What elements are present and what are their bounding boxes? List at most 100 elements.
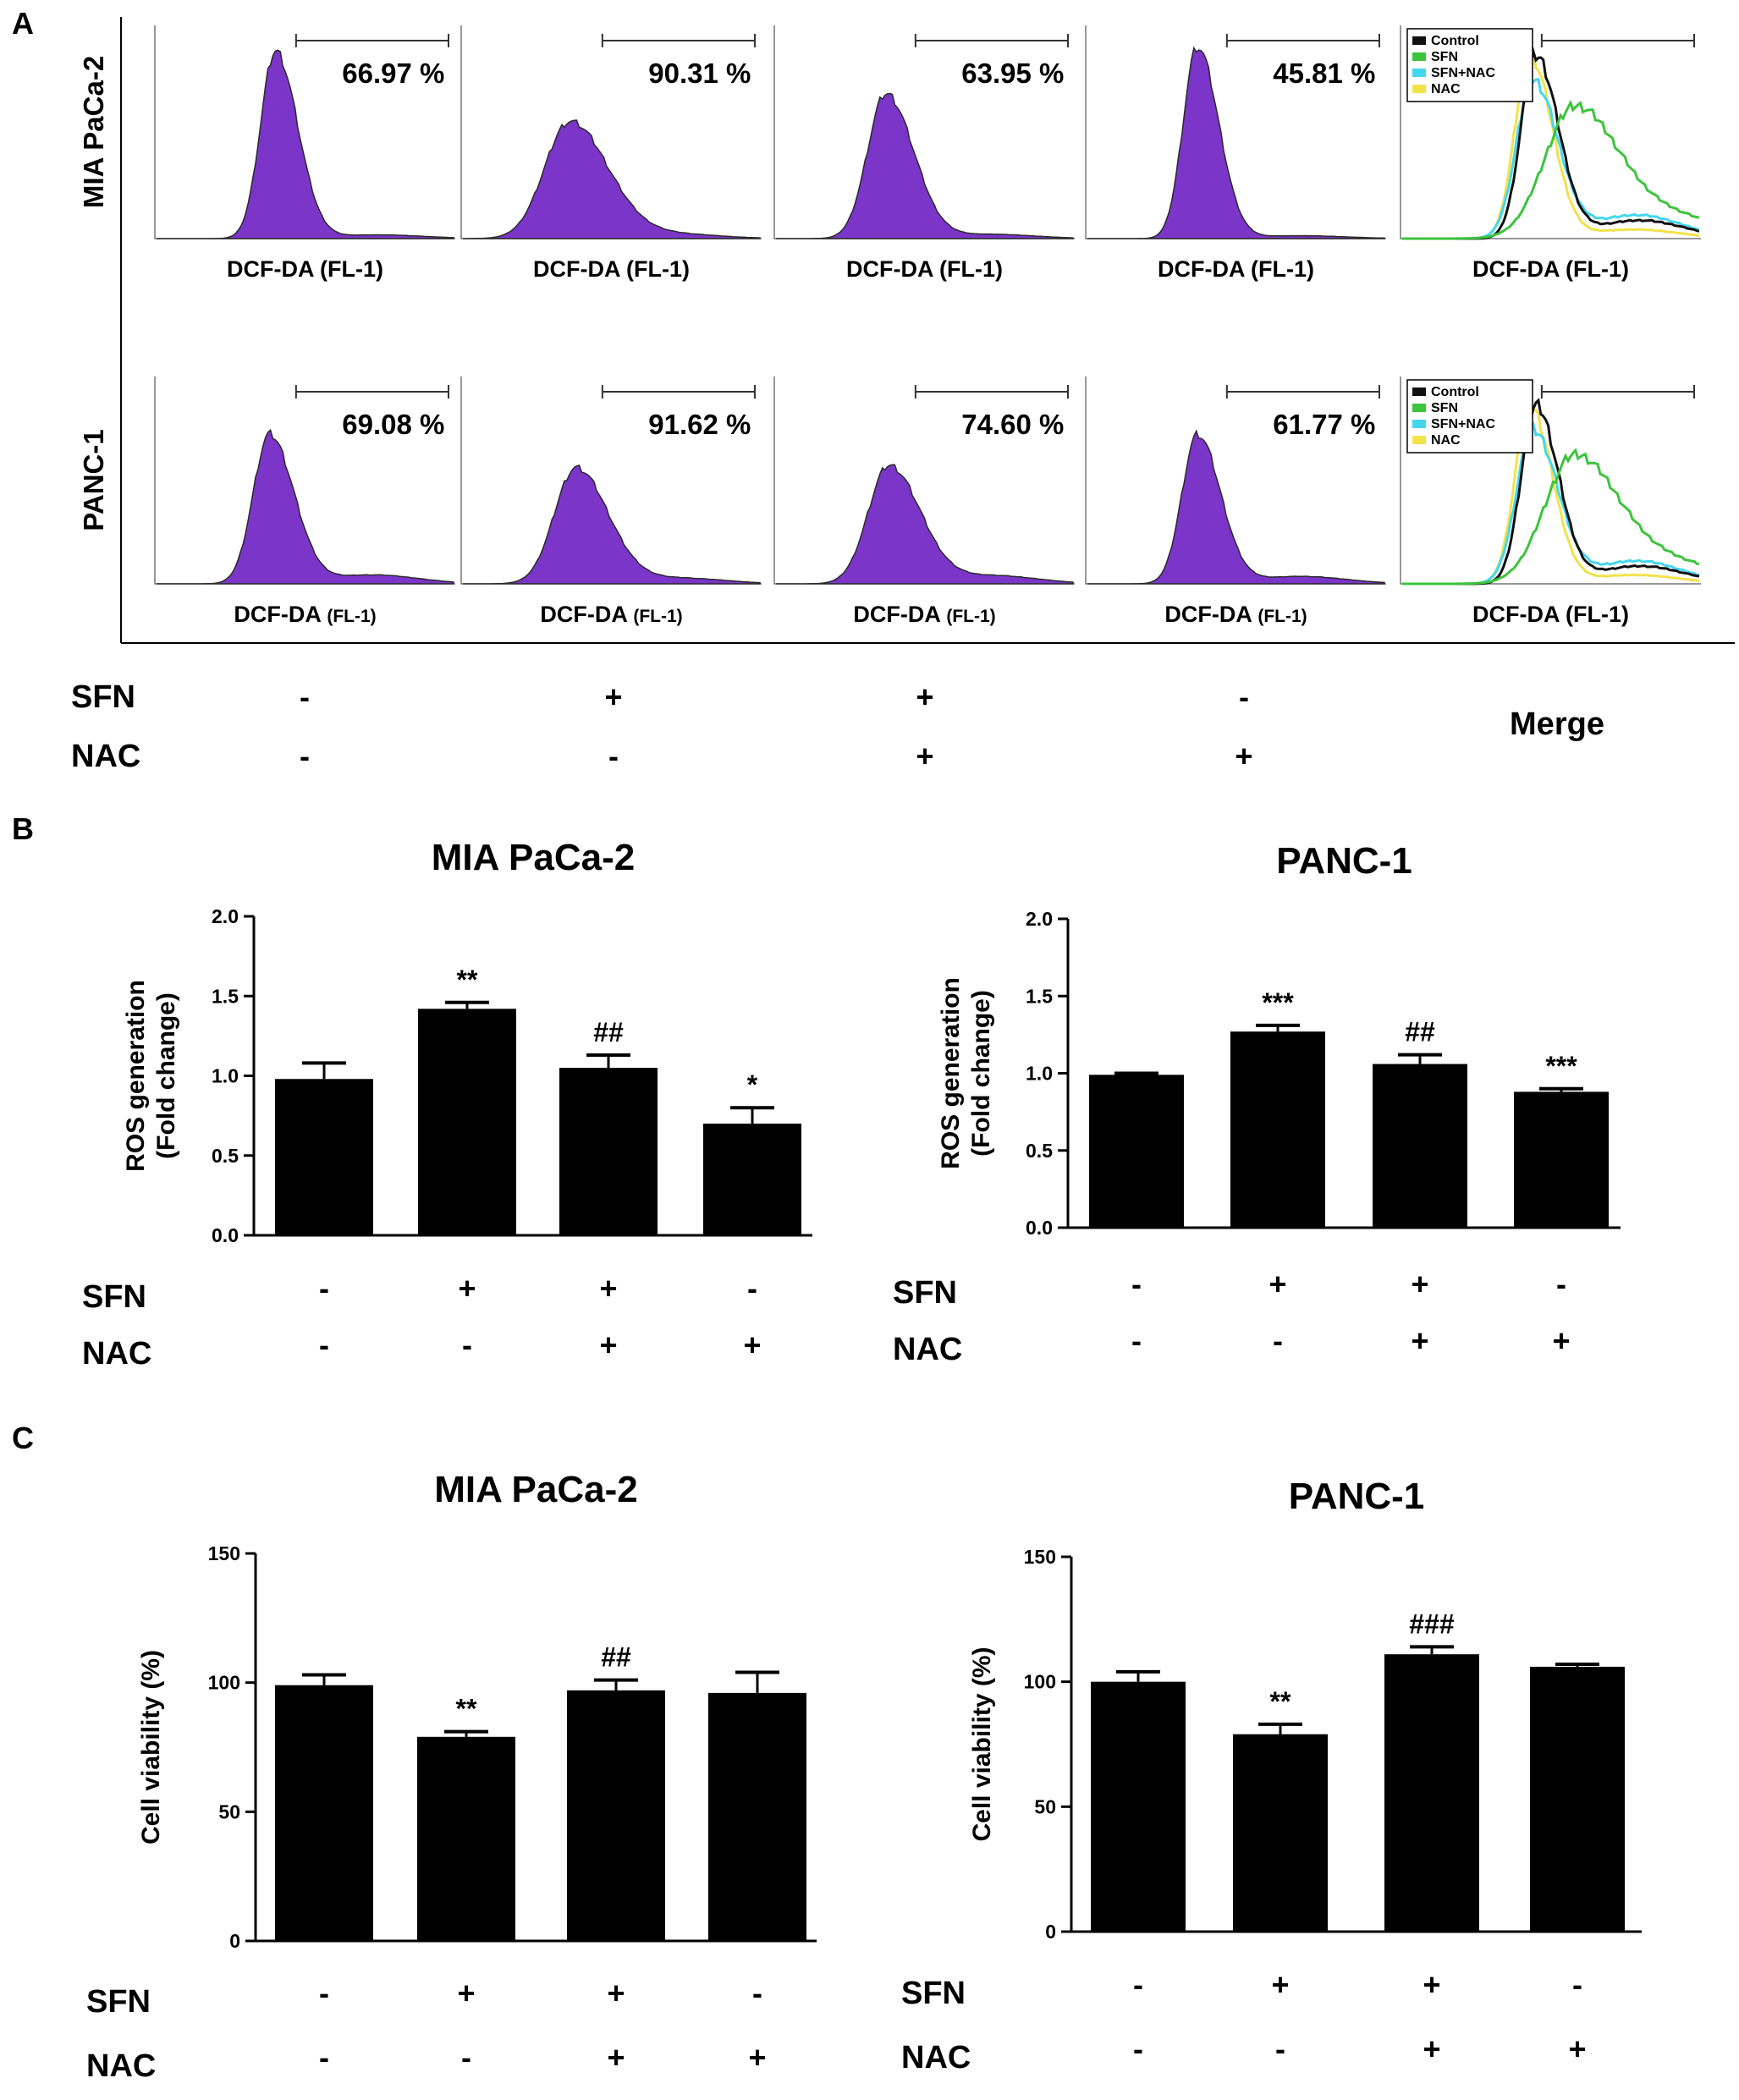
histogram-x-label: DCF-DA (FL-1): [540, 602, 682, 627]
gated-percentage: 74.60 %: [961, 409, 1064, 440]
histogram-axes: [1400, 377, 1701, 585]
row-label-panc-1: PANC-1: [78, 429, 109, 530]
histogram-fill: [157, 49, 454, 239]
sfn-sign: -: [1133, 1967, 1143, 2002]
histogram-fill: [157, 428, 454, 585]
nac-label: NAC: [893, 1332, 962, 1367]
bar: [1530, 1666, 1625, 1932]
histogram-x-label: DCF-DA (FL-1): [846, 256, 1003, 282]
bar: [1514, 1091, 1609, 1228]
histogram-panc-1-4: 61.77 % DCF-DA (FL-1): [1085, 377, 1386, 627]
y-tick-label: 1.5: [1026, 985, 1053, 1007]
histogram-fill: [776, 92, 1074, 239]
merge-label: Merge: [1510, 706, 1604, 742]
bar-chart-c-mia-paca-2: MIA PaCa-2 0 50 100 150 Cell viability (%) - - *…: [86, 1469, 817, 2084]
gate-marker: [1540, 385, 1695, 399]
y-tick-label: 0: [1045, 1921, 1056, 1943]
x-label-suffix: (FL-1): [327, 607, 376, 626]
legend-swatch: [1412, 388, 1426, 396]
sfn-sign: +: [458, 1271, 476, 1306]
bar: [1233, 1734, 1328, 1932]
nac-sign: +: [1568, 2031, 1586, 2066]
bar: [708, 1692, 806, 1941]
bar: [417, 1736, 515, 1941]
gated-percentage: 45.81 %: [1273, 58, 1375, 89]
sfn-sign: +: [604, 679, 622, 714]
sfn-sign: -: [1239, 679, 1249, 714]
sfn-sign: +: [599, 1271, 617, 1306]
nac-sign: -: [1275, 2031, 1285, 2066]
y-tick-label: 1.0: [1026, 1063, 1053, 1085]
gate-marker: [914, 34, 1069, 47]
merge-curve-4: [1402, 99, 1700, 240]
significance-label: ***: [1545, 1051, 1577, 1081]
bar: [275, 1079, 373, 1235]
gate-marker: [914, 385, 1069, 399]
sfn-label: SFN: [86, 1984, 151, 2020]
nac-sign: +: [748, 2040, 766, 2075]
gate-marker: [601, 34, 756, 47]
gate-marker: [294, 385, 449, 399]
y-tick-label: 0: [229, 1930, 240, 1952]
sfn-sign: +: [1268, 1267, 1286, 1301]
sfn-sign: +: [1423, 1967, 1440, 2002]
nac-sign: -: [319, 2040, 329, 2075]
y-axis-label: ROS generation: [122, 980, 150, 1172]
gate-marker: [601, 385, 756, 399]
significance-label: **: [456, 1694, 477, 1724]
y-tick-label: 150: [208, 1542, 240, 1564]
nac-sign: +: [1552, 1323, 1570, 1358]
gate-marker: [1225, 385, 1380, 399]
bar: [418, 1009, 516, 1235]
histogram-axes: [1400, 25, 1701, 239]
legend-swatch: [1412, 436, 1426, 444]
nac-sign: -: [608, 739, 619, 773]
legend-entry: NAC: [1431, 433, 1461, 448]
y-tick-label: 50: [1034, 1795, 1056, 1817]
sfn-sign: -: [752, 1976, 762, 2010]
sfn-label: SFN: [893, 1275, 957, 1311]
nac-label: NAC: [901, 2040, 971, 2075]
legend-entry: Control: [1431, 34, 1479, 48]
sfn-sign: -: [1131, 1267, 1142, 1301]
histogram-fill: [1087, 429, 1385, 585]
bar-chart-c-panc-1: PANC-1 0 50 100 150 Cell viability (%) - - ** + - #…: [901, 1476, 1642, 2075]
bar: [703, 1124, 801, 1235]
bar: [567, 1690, 665, 1941]
legend-swatch: [1412, 404, 1426, 412]
x-label-main: DCF-DA: [1164, 602, 1257, 627]
nac-sign: +: [1235, 739, 1252, 773]
legend-entry: SFN: [1431, 50, 1458, 64]
y-tick-label: 100: [208, 1672, 240, 1694]
legend-entry: SFN+NAC: [1431, 417, 1495, 432]
x-label-main: DCF-DA: [234, 602, 327, 627]
sfn-sign: -: [747, 1271, 757, 1306]
bar: [275, 1685, 373, 1941]
y-tick-label: 0.0: [212, 1224, 239, 1246]
nac-label: NAC: [86, 2048, 156, 2084]
histogram-x-label: DCF-DA (FL-1): [1472, 256, 1629, 282]
significance-label: ##: [593, 1017, 624, 1047]
panel-label-a: A: [12, 6, 34, 41]
x-label-suffix: (FL-1): [1257, 607, 1307, 626]
bar: [1373, 1064, 1467, 1228]
nac-sign: -: [1131, 1323, 1142, 1358]
bar: [1230, 1031, 1325, 1228]
nac-sign: -: [319, 1328, 329, 1362]
legend-entry: Control: [1431, 385, 1479, 399]
legend-swatch: [1412, 85, 1426, 93]
nac-sign: +: [599, 1328, 617, 1362]
row-label-mia-paca-2: MIA PaCa-2: [78, 56, 109, 208]
gate-marker: [294, 34, 449, 47]
sfn-sign: -: [300, 679, 310, 714]
y-tick-label: 2.0: [1026, 908, 1053, 930]
histogram-fill: [776, 464, 1074, 585]
gate-marker: [1540, 34, 1695, 47]
merge-curve-4: [1402, 448, 1700, 585]
bar: [1089, 1075, 1184, 1228]
gated-percentage: 66.97 %: [342, 58, 444, 89]
legend-swatch: [1412, 420, 1426, 428]
x-label-main: DCF-DA: [853, 602, 946, 627]
